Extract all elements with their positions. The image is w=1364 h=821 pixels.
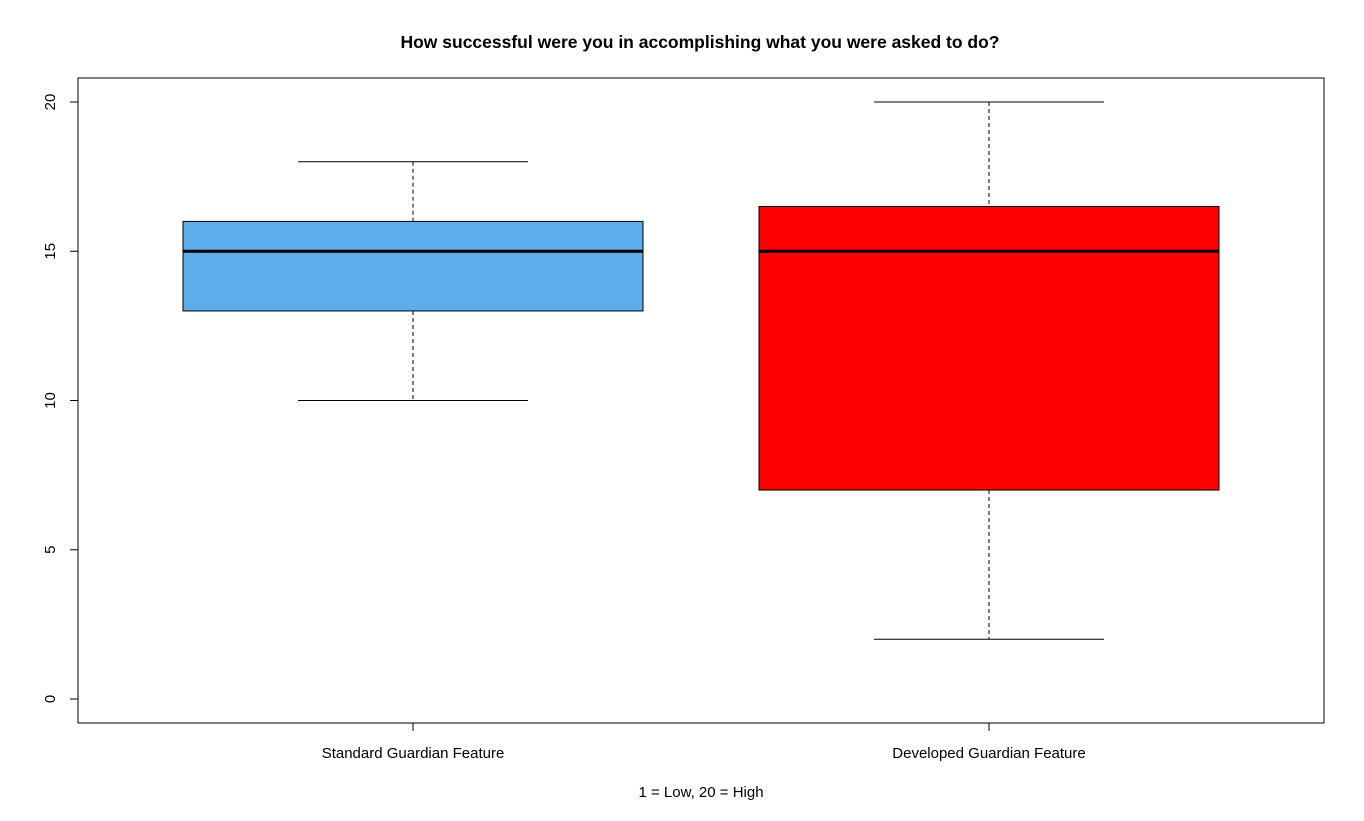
y-tick-label: 20 [42, 94, 59, 111]
x-axis-label: 1 = Low, 20 = High [638, 784, 763, 801]
y-axis: 0 5 10 15 20 [42, 94, 78, 703]
box-group [758, 101, 1220, 640]
y-tick-label: 5 [42, 546, 59, 554]
y-tick-label: 10 [42, 392, 59, 409]
x-tick-label: Standard Guardian Feature [322, 745, 505, 762]
boxes-layer [182, 101, 1220, 640]
x-tick-label: Developed Guardian Feature [892, 745, 1085, 762]
box-group [182, 161, 644, 401]
x-axis: Standard Guardian Feature Developed Guard… [322, 723, 1086, 762]
y-tick-label: 0 [42, 695, 59, 703]
iqr-box [758, 205, 1220, 491]
iqr-box [182, 220, 644, 312]
chart-title: How successful were you in accomplishing… [400, 32, 999, 52]
y-tick-label: 15 [42, 243, 59, 260]
